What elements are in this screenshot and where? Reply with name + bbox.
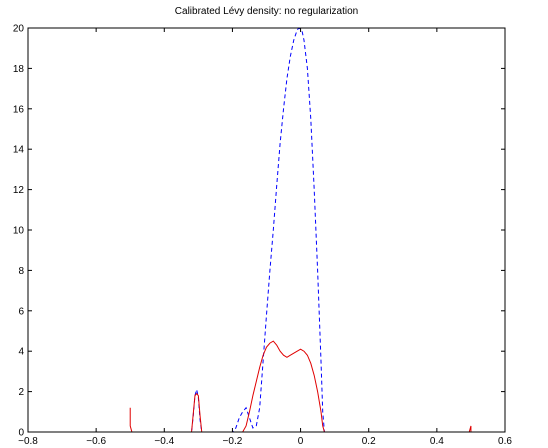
- x-tick-label: −0.6: [86, 436, 106, 447]
- y-tick-label: 0: [18, 428, 24, 439]
- series-layer: [129, 27, 472, 433]
- y-tick-label: 14: [13, 145, 25, 156]
- y-tick-label: 4: [18, 347, 24, 358]
- y-tick-label: 10: [13, 226, 25, 237]
- y-tick-label: 6: [18, 306, 24, 317]
- x-tick-label: −0.2: [223, 436, 243, 447]
- y-tick-label: 8: [18, 266, 24, 277]
- x-tick-label: 0.2: [362, 436, 376, 447]
- x-tick-label: 0: [298, 436, 304, 447]
- plot-frame: [27, 27, 506, 433]
- series-line-dashed: [130, 27, 471, 433]
- x-tick-label: −0.8: [18, 436, 38, 447]
- x-tick-label: 0.6: [498, 436, 512, 447]
- y-tick-label: 12: [13, 185, 25, 196]
- y-tick-label: 2: [18, 387, 24, 398]
- axes-layer: −0.8 −0.6 −0.4 −0.2 0 0.2 0.4 0.6 0 2 4 6 8 10 12 14 16 1…: [13, 24, 513, 448]
- x-tick-label: −0.4: [154, 436, 174, 447]
- y-tick-label: 16: [13, 104, 25, 115]
- y-tick-label: 18: [13, 64, 25, 75]
- x-tick-label: 0.4: [430, 436, 444, 447]
- series-line-solid: [129, 340, 472, 433]
- chart-title: Calibrated Lévy density: no regularizati…: [175, 6, 358, 17]
- y-tick-label: 20: [13, 24, 25, 35]
